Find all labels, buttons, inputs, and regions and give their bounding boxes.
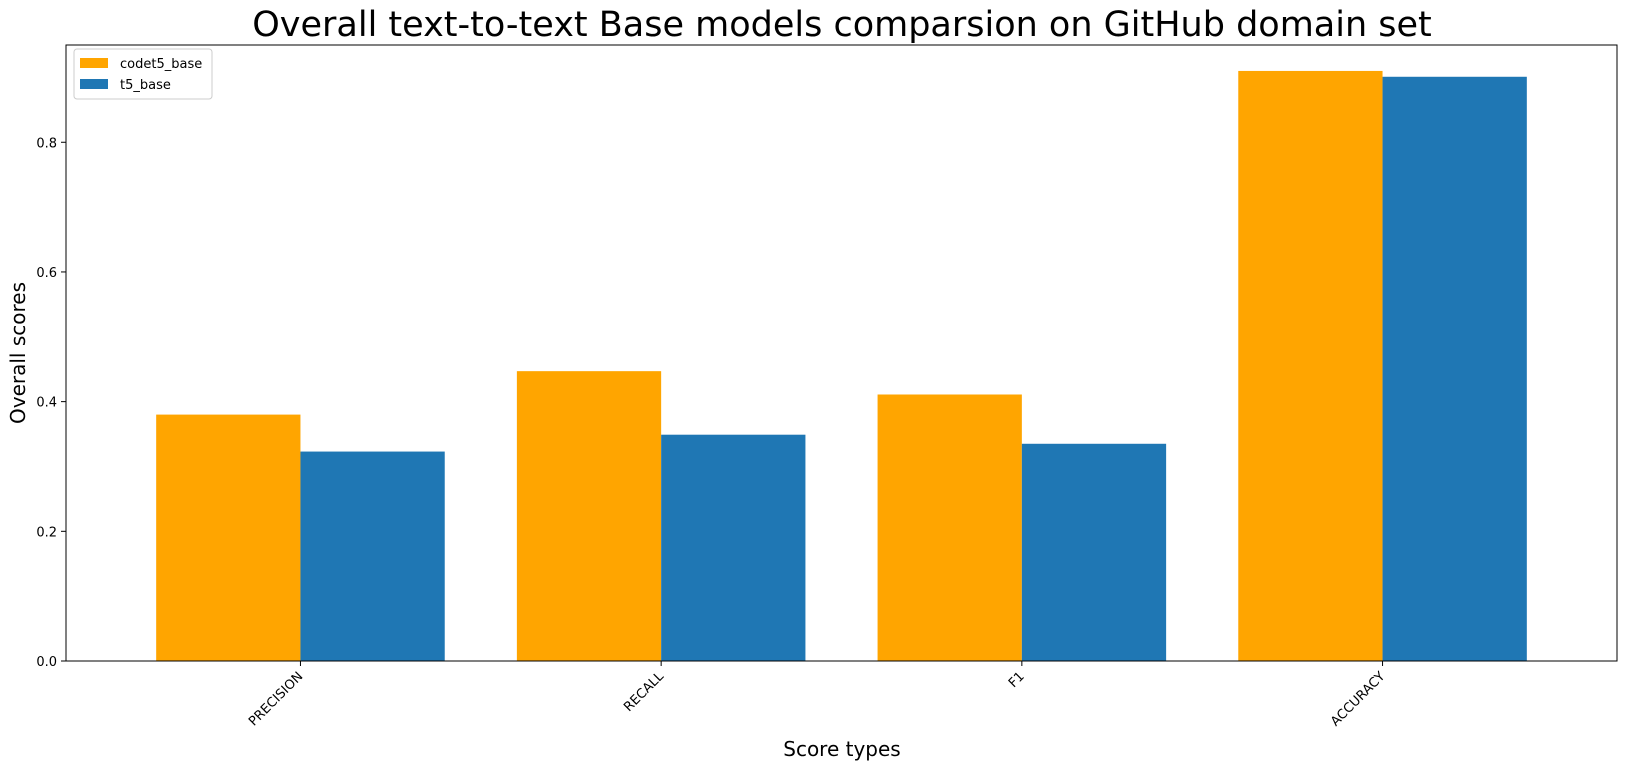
x-tick-label-precision: PRECISION bbox=[246, 669, 306, 729]
bar-codet5-base-f1 bbox=[877, 394, 1022, 661]
x-tick-label-f1: F1 bbox=[1006, 669, 1028, 691]
legend-swatch-t5-base bbox=[80, 79, 108, 89]
y-axis-label: Overall scores bbox=[6, 282, 30, 424]
y-tick-label: 0.0 bbox=[36, 655, 57, 670]
x-tick-label-accuracy: ACCURACY bbox=[1328, 669, 1388, 729]
chart-title: Overall text-to-text Base models compars… bbox=[252, 5, 1432, 45]
plot-border bbox=[65, 44, 1618, 662]
bar-t5-base-accuracy bbox=[1382, 76, 1527, 661]
x-axis: PRECISION RECALL F1 ACCURACY bbox=[246, 661, 1388, 730]
bar-t5-base-precision bbox=[300, 451, 445, 661]
bar-t5-base-recall bbox=[661, 434, 806, 661]
bar-codet5-base-recall bbox=[516, 371, 662, 661]
legend: codet5_base t5_base bbox=[73, 48, 213, 100]
legend-frame bbox=[73, 48, 213, 100]
bars-layer bbox=[156, 70, 1527, 662]
y-tick-label: 0.8 bbox=[36, 136, 57, 151]
bar-codet5-base-precision bbox=[156, 414, 301, 661]
y-axis: 0.0 0.2 0.4 0.6 0.8 bbox=[36, 136, 66, 670]
legend-label-codet5-base: codet5_base bbox=[120, 57, 202, 72]
bar-t5-base-f1 bbox=[1021, 443, 1167, 661]
y-tick-label: 0.6 bbox=[36, 266, 57, 281]
bar-codet5-base-accuracy bbox=[1238, 70, 1383, 662]
x-axis-label: Score types bbox=[783, 737, 900, 761]
legend-swatch-codet5-base bbox=[80, 58, 108, 68]
plot-area: 0.0 0.2 0.4 0.6 0.8 PRECISION RECALL F1 ACCURAC… bbox=[36, 44, 1618, 730]
legend-label-t5-base: t5_base bbox=[120, 78, 171, 93]
y-tick-label: 0.4 bbox=[36, 396, 57, 411]
x-tick-label-recall: RECALL bbox=[621, 669, 667, 715]
y-tick-label: 0.2 bbox=[36, 525, 57, 540]
